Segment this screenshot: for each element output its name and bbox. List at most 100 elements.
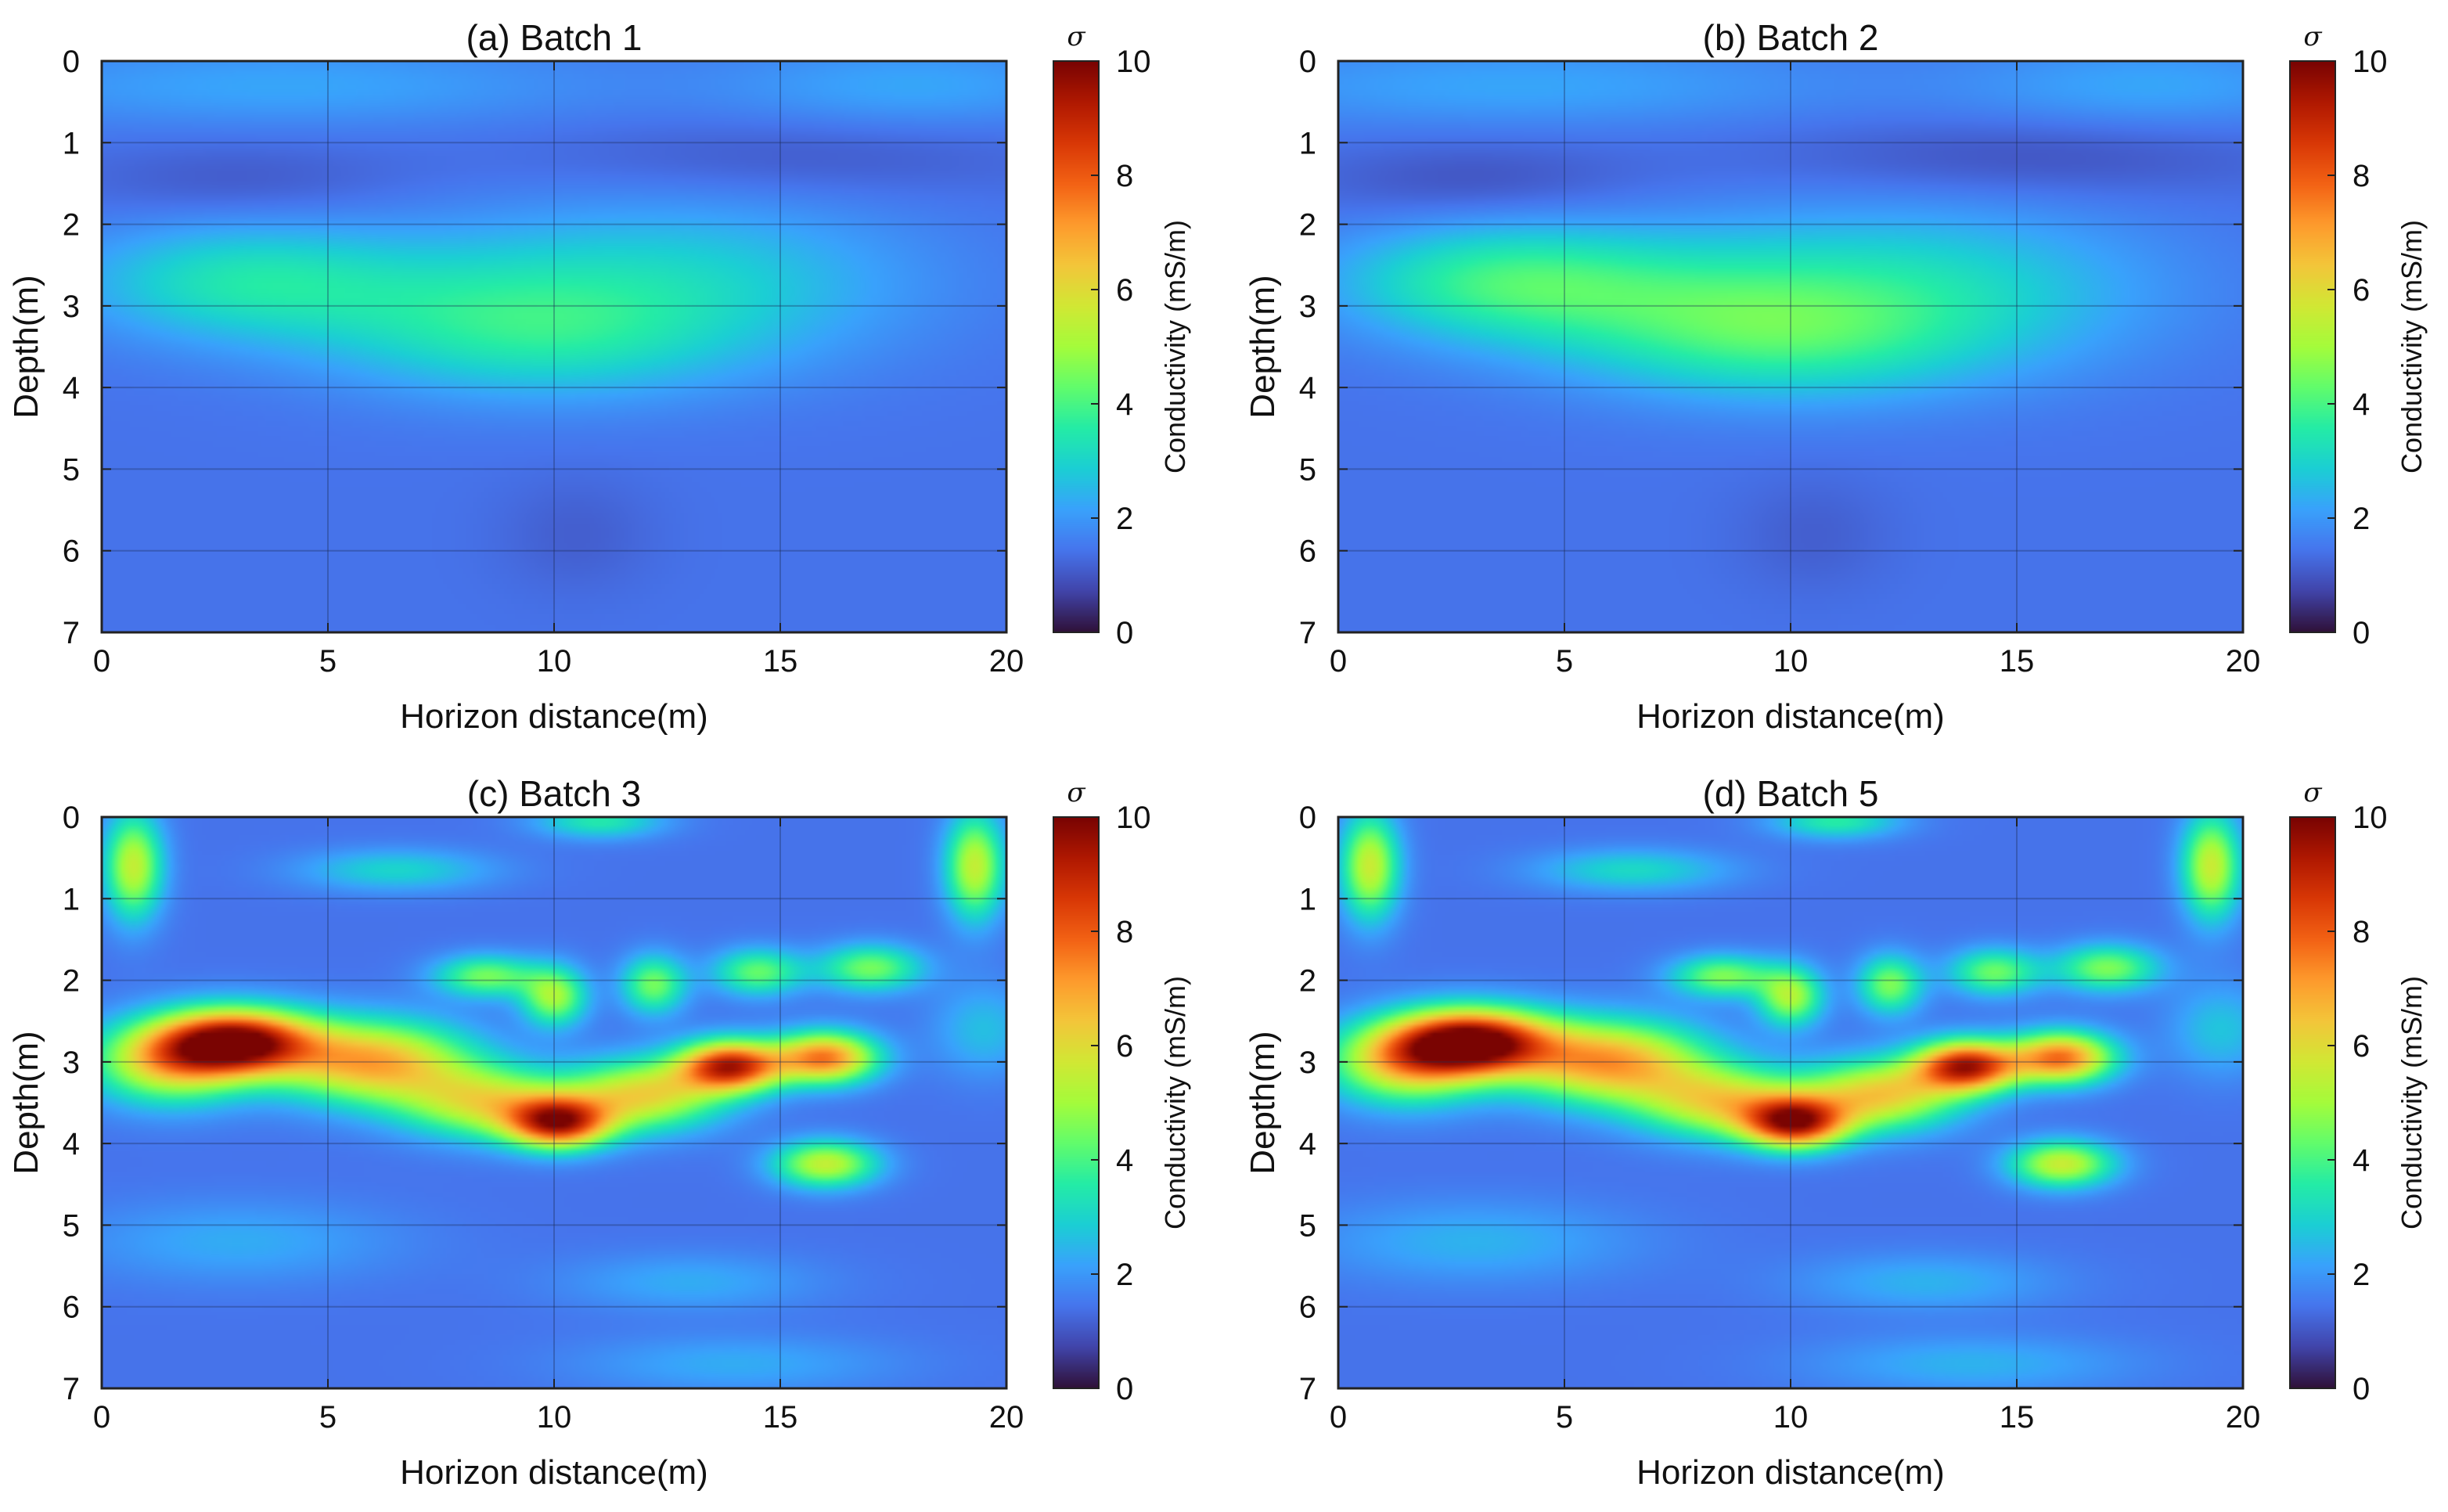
- colorbar-tick-label: 4: [1116, 1143, 1133, 1178]
- x-tick-label: 15: [763, 644, 798, 679]
- x-tick-label: 10: [537, 644, 572, 679]
- y-tick-label: 0: [1299, 801, 1316, 835]
- colorbar-tick-label: 2: [2353, 502, 2370, 536]
- y-tick-label: 0: [1299, 45, 1316, 79]
- y-tick-label: 5: [63, 1208, 80, 1243]
- colorbar-tick-label: 6: [2353, 1029, 2370, 1064]
- chart-title: (c) Batch 3: [467, 773, 641, 814]
- y-axis-label: Depth(m): [1244, 275, 1282, 418]
- colorbar-tick-label: 8: [2353, 915, 2370, 949]
- colorbar-frame: [2289, 60, 2336, 633]
- y-tick-label: 0: [63, 45, 80, 79]
- y-tick-label: 2: [63, 208, 80, 243]
- x-tick-label: 5: [1556, 1400, 1573, 1435]
- x-tick-label: 20: [989, 644, 1024, 679]
- heatmap-field-2: [102, 817, 1006, 1388]
- y-tick-label: 3: [63, 1046, 80, 1080]
- y-axis-label: Depth(m): [1244, 1031, 1282, 1174]
- colorbar-symbol: σ: [2303, 777, 2322, 808]
- colorbar-symbol: σ: [2303, 21, 2322, 52]
- colorbar-label: Conductivity (mS/m): [2396, 976, 2428, 1229]
- y-tick-label: 4: [63, 371, 80, 405]
- y-tick-label: 6: [63, 1291, 80, 1325]
- x-axis-label: Horizon distance(m): [400, 1453, 708, 1492]
- colorbar-tick-label: 2: [1116, 502, 1133, 536]
- chart-title: (d) Batch 5: [1703, 773, 1879, 814]
- colorbar-tick-label: 8: [2353, 159, 2370, 193]
- colorbar-tick-label: 10: [1116, 801, 1151, 835]
- heatmap-field-1: [1338, 61, 2243, 632]
- x-tick-label: 20: [2226, 644, 2261, 679]
- x-tick-label: 15: [2000, 1400, 2035, 1435]
- colorbar-tick-label: 0: [2353, 1372, 2370, 1406]
- x-tick-label: 20: [2226, 1400, 2261, 1435]
- colorbar-tick-label: 8: [1116, 159, 1133, 193]
- y-tick-label: 7: [63, 1372, 80, 1406]
- x-axis-label: Horizon distance(m): [400, 697, 708, 736]
- colorbar: 0 2 4 6 8 10 σ Conductivity (mS/m): [2289, 777, 2428, 1406]
- y-tick-label: 5: [1299, 452, 1316, 487]
- colorbar-gradient: [1053, 61, 1099, 632]
- x-axis-label: Horizon distance(m): [1636, 1453, 1945, 1492]
- heatmap-field-3: [1338, 817, 2243, 1388]
- heatmap-field-0: [102, 61, 1006, 632]
- x-tick-label: 15: [2000, 644, 2035, 679]
- y-tick-label: 6: [1299, 535, 1316, 569]
- y-tick-label: 4: [1299, 1127, 1316, 1161]
- colorbar-symbol: σ: [1067, 777, 1085, 808]
- colorbar-tick-label: 4: [1116, 387, 1133, 422]
- colorbar-symbol: σ: [1067, 21, 1085, 52]
- colorbar-tick-label: 10: [2353, 45, 2388, 79]
- colorbar-frame: [1053, 816, 1100, 1389]
- colorbar-tick-label: 6: [2353, 273, 2370, 308]
- x-tick-label: 5: [1556, 644, 1573, 679]
- x-axis-label: Horizon distance(m): [1636, 697, 1945, 736]
- y-tick-label: 4: [1299, 371, 1316, 405]
- y-tick-label: 4: [63, 1127, 80, 1161]
- colorbar: 0 2 4 6 8 10 σ Conductivity (mS/m): [1053, 21, 1191, 650]
- colorbar-gradient: [1053, 817, 1099, 1388]
- y-tick-label: 1: [63, 882, 80, 916]
- y-tick-label: 6: [63, 535, 80, 569]
- colorbar-frame: [1053, 60, 1100, 633]
- y-tick-label: 2: [1299, 208, 1316, 243]
- colorbar-gradient: [2290, 61, 2335, 632]
- colorbar: 0 2 4 6 8 10 σ Conductivity (mS/m): [2289, 21, 2428, 650]
- colorbar-gradient: [2290, 817, 2335, 1388]
- y-tick-label: 6: [1299, 1291, 1316, 1325]
- y-tick-label: 2: [1299, 964, 1316, 999]
- colorbar: 0 2 4 6 8 10 σ Conductivity (mS/m): [1053, 777, 1191, 1406]
- x-tick-label: 0: [1330, 1400, 1347, 1435]
- colorbar-tick-label: 10: [1116, 45, 1151, 79]
- y-axis-label: Depth(m): [7, 1031, 45, 1174]
- y-axis-label: Depth(m): [7, 275, 45, 418]
- colorbar-label: Conductivity (mS/m): [1159, 976, 1191, 1229]
- y-tick-label: 5: [63, 452, 80, 487]
- colorbar-frame: [2289, 816, 2336, 1389]
- chart-title: (b) Batch 2: [1703, 17, 1879, 58]
- y-tick-label: 7: [1299, 1372, 1316, 1406]
- x-tick-label: 5: [319, 1400, 337, 1435]
- y-tick-label: 7: [1299, 616, 1316, 650]
- colorbar-tick-label: 2: [1116, 1258, 1133, 1292]
- colorbar-tick-label: 4: [2353, 387, 2370, 422]
- y-tick-label: 7: [63, 616, 80, 650]
- x-tick-label: 0: [93, 644, 110, 679]
- y-tick-label: 1: [1299, 126, 1316, 160]
- colorbar-label: Conductivity (mS/m): [2396, 220, 2428, 473]
- x-tick-label: 5: [319, 644, 337, 679]
- y-tick-label: 1: [1299, 882, 1316, 916]
- x-tick-label: 15: [763, 1400, 798, 1435]
- colorbar-tick-label: 0: [2353, 616, 2370, 650]
- chart-title: (a) Batch 1: [466, 17, 643, 58]
- y-tick-label: 3: [1299, 1046, 1316, 1080]
- x-tick-label: 20: [989, 1400, 1024, 1435]
- colorbar-tick-label: 0: [1116, 616, 1133, 650]
- y-tick-label: 3: [63, 290, 80, 324]
- colorbar-tick-label: 6: [1116, 1029, 1133, 1064]
